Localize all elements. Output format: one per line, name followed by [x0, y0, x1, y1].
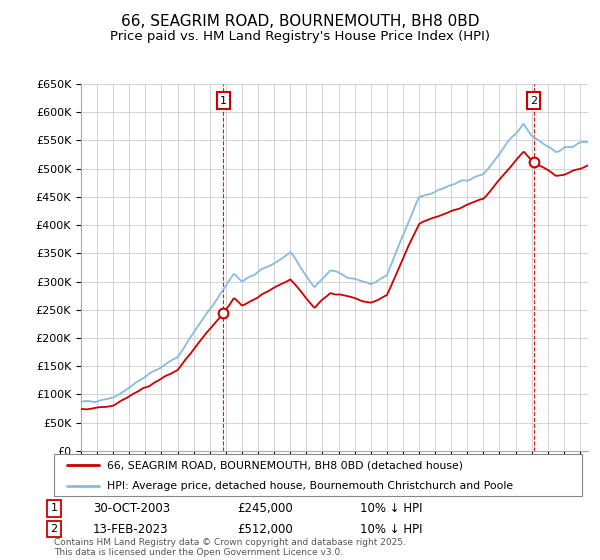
Text: 30-OCT-2003: 30-OCT-2003: [93, 502, 170, 515]
Text: 1: 1: [50, 503, 58, 514]
Text: Contains HM Land Registry data © Crown copyright and database right 2025.
This d: Contains HM Land Registry data © Crown c…: [54, 538, 406, 557]
Text: 2: 2: [50, 524, 58, 534]
Text: 13-FEB-2023: 13-FEB-2023: [93, 522, 169, 536]
Text: 66, SEAGRIM ROAD, BOURNEMOUTH, BH8 0BD (detached house): 66, SEAGRIM ROAD, BOURNEMOUTH, BH8 0BD (…: [107, 460, 463, 470]
Text: 10% ↓ HPI: 10% ↓ HPI: [360, 522, 422, 536]
Text: Price paid vs. HM Land Registry's House Price Index (HPI): Price paid vs. HM Land Registry's House …: [110, 30, 490, 43]
Text: 2: 2: [530, 96, 537, 105]
Text: 66, SEAGRIM ROAD, BOURNEMOUTH, BH8 0BD: 66, SEAGRIM ROAD, BOURNEMOUTH, BH8 0BD: [121, 14, 479, 29]
FancyBboxPatch shape: [54, 454, 582, 496]
Text: £245,000: £245,000: [237, 502, 293, 515]
Text: £512,000: £512,000: [237, 522, 293, 536]
Text: 1: 1: [220, 96, 227, 105]
Text: 10% ↓ HPI: 10% ↓ HPI: [360, 502, 422, 515]
Text: HPI: Average price, detached house, Bournemouth Christchurch and Poole: HPI: Average price, detached house, Bour…: [107, 480, 513, 491]
